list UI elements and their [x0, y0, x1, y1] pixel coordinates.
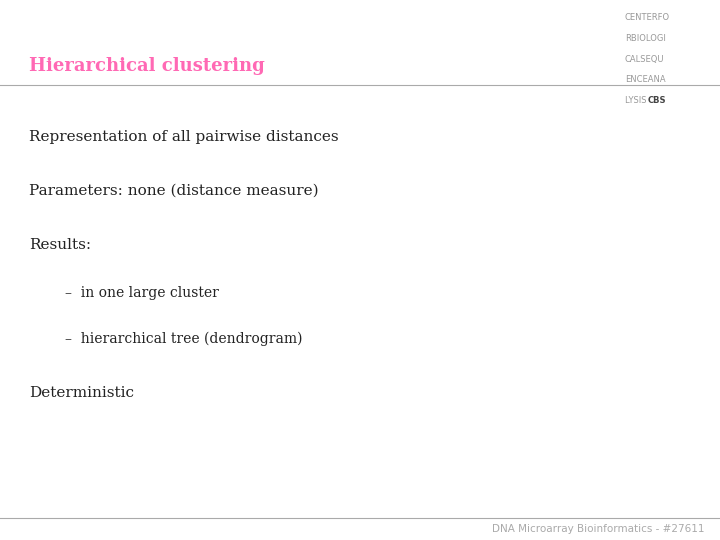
Text: –  hierarchical tree (dendrogram): – hierarchical tree (dendrogram)	[65, 332, 302, 347]
Text: Representation of all pairwise distances: Representation of all pairwise distances	[29, 130, 338, 144]
Text: Parameters: none (distance measure): Parameters: none (distance measure)	[29, 184, 318, 198]
Text: CENTERFO: CENTERFO	[625, 14, 670, 23]
Text: –  in one large cluster: – in one large cluster	[65, 286, 219, 300]
Text: Hierarchical clustering: Hierarchical clustering	[29, 57, 264, 75]
Text: Results:: Results:	[29, 238, 91, 252]
Text: DNA Microarray Bioinformatics - #27611: DNA Microarray Bioinformatics - #27611	[492, 523, 704, 534]
Text: CBS: CBS	[647, 96, 666, 105]
Text: RBIOLOGI: RBIOLOGI	[625, 34, 666, 43]
Text: LYSIS: LYSIS	[625, 96, 649, 105]
Text: CALSEQU: CALSEQU	[625, 55, 665, 64]
Text: ENCEANA: ENCEANA	[625, 75, 665, 84]
Text: Deterministic: Deterministic	[29, 386, 134, 400]
